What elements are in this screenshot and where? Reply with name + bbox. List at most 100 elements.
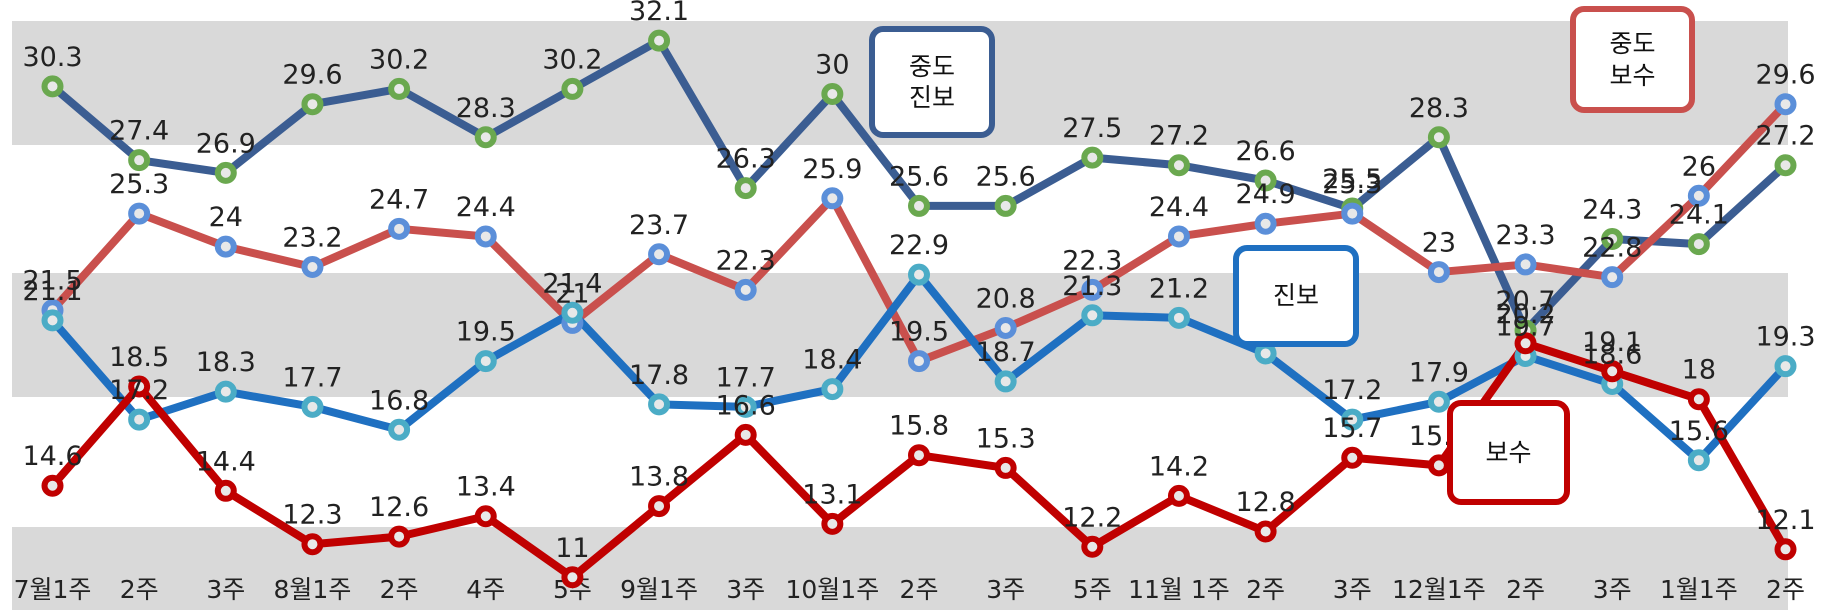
value-label: 13.8 [629, 462, 689, 493]
marker [561, 77, 584, 100]
value-label: 19.5 [889, 317, 949, 348]
value-label: 12.8 [1236, 487, 1296, 518]
marker [1254, 212, 1277, 235]
marker [1514, 253, 1537, 276]
value-label: 13.4 [456, 472, 516, 503]
marker [128, 202, 151, 225]
marker [301, 93, 324, 116]
x-tick-label: 2주 [380, 575, 419, 604]
marker [994, 456, 1017, 479]
value-label: 27.4 [109, 116, 169, 147]
value-label: 22.9 [889, 230, 949, 261]
value-label: 14.4 [196, 446, 256, 477]
marker [1427, 390, 1450, 413]
x-tick-label: 3주 [206, 575, 245, 604]
value-label: 21 [555, 278, 589, 309]
marker [1341, 446, 1364, 469]
marker [908, 350, 930, 373]
x-tick-label: 11월 1주 [1128, 575, 1230, 604]
marker [648, 29, 671, 52]
marker [908, 194, 930, 217]
value-label: 26.3 [716, 144, 776, 175]
marker [128, 375, 151, 398]
value-label: 14.2 [1149, 451, 1209, 482]
marker [1167, 306, 1190, 329]
x-tick-label: 9월1주 [620, 575, 698, 604]
value-label: 18.4 [802, 345, 862, 376]
marker [561, 566, 584, 589]
value-label: 22.3 [1062, 245, 1122, 276]
value-label: 19.3 [1755, 322, 1815, 353]
value-label: 28.3 [1409, 93, 1469, 124]
marker [388, 217, 411, 240]
marker [41, 474, 64, 497]
value-label: 30.3 [22, 42, 82, 73]
value-label: 19.5 [456, 317, 516, 348]
marker [214, 161, 237, 184]
value-label: 28.3 [456, 93, 516, 124]
marker [734, 177, 757, 200]
x-tick-label: 4주 [466, 575, 505, 604]
value-label: 17.7 [716, 362, 776, 393]
marker [908, 263, 930, 286]
value-label: 18 [1682, 355, 1716, 386]
marker [648, 495, 671, 518]
value-label: 19.7 [1495, 312, 1555, 343]
marker [1601, 360, 1624, 383]
value-label: 21.1 [22, 276, 82, 307]
marker [128, 149, 151, 172]
marker [474, 225, 497, 248]
marker [1254, 342, 1277, 365]
value-label: 12.3 [282, 500, 342, 531]
value-label: 24.7 [369, 184, 429, 215]
value-label: 17.9 [1409, 357, 1469, 388]
value-label: 30.2 [542, 44, 602, 75]
value-label: 25.3 [1322, 169, 1382, 200]
x-tick-label: 2주 [1246, 575, 1285, 604]
marker [1081, 278, 1104, 301]
x-tick-label: 12월1주 [1392, 575, 1486, 604]
value-label: 24.4 [456, 192, 516, 223]
value-label: 18.5 [109, 342, 169, 373]
value-label: 15.6 [1669, 416, 1729, 447]
value-label: 13.1 [802, 479, 862, 510]
value-label: 25.3 [109, 169, 169, 200]
marker [214, 235, 237, 258]
marker [474, 126, 497, 149]
marker [1081, 535, 1104, 558]
value-label: 23.7 [629, 210, 689, 241]
x-tick-label: 3주 [1593, 575, 1632, 604]
x-tick-label: 2주 [1766, 575, 1805, 604]
legend-item: 보수 [1447, 400, 1570, 505]
value-label: 30 [815, 50, 849, 81]
marker [1254, 520, 1277, 543]
value-label: 18.3 [196, 347, 256, 378]
value-label: 24.9 [1236, 179, 1296, 210]
x-tick-label: 3주 [986, 575, 1025, 604]
marker [1167, 225, 1190, 248]
value-label: 16.8 [369, 385, 429, 416]
marker [1774, 154, 1797, 177]
x-tick-label: 2주 [120, 575, 159, 604]
marker [1341, 202, 1364, 225]
value-label: 27.2 [1149, 121, 1209, 152]
x-tick-label: 5주 [1073, 575, 1112, 604]
value-label: 15.3 [976, 423, 1036, 454]
value-label: 21.2 [1149, 273, 1209, 304]
marker [1167, 484, 1190, 507]
marker [1687, 388, 1710, 411]
marker [214, 380, 237, 403]
value-label: 26 [1682, 151, 1716, 182]
x-tick-label: 3주 [1333, 575, 1372, 604]
marker [1601, 228, 1624, 250]
x-tick-label: 1월1주 [1660, 575, 1738, 604]
marker [1514, 332, 1537, 355]
marker [734, 395, 757, 418]
value-label: 23.3 [1495, 220, 1555, 251]
legend-item: 중도 진보 [869, 26, 995, 138]
marker [388, 525, 411, 548]
marker [648, 393, 671, 416]
value-label: 25.9 [802, 154, 862, 185]
value-label: 20.8 [976, 284, 1036, 315]
